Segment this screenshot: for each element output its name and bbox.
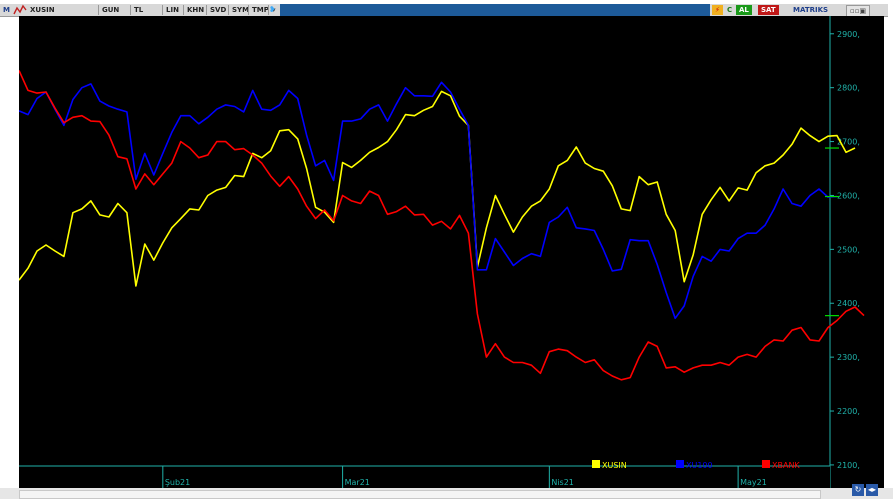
series-line-xu100 <box>19 81 838 320</box>
buy-button[interactable]: AL <box>736 5 752 15</box>
tmp-button[interactable]: TMP <box>248 5 272 15</box>
m-label[interactable]: M <box>3 6 10 14</box>
lin-button[interactable]: LIN <box>162 5 182 15</box>
legend-swatch-xbank <box>762 460 770 468</box>
arrows-icon[interactable]: ◂▸ <box>866 484 878 496</box>
legend-swatch-xu100 <box>676 460 684 468</box>
plot-area <box>19 16 830 488</box>
refresh-icon[interactable]: ↻ <box>852 484 864 496</box>
khn-button[interactable]: KHN <box>183 5 207 15</box>
y-tick-label: 2700, <box>837 138 860 147</box>
period-button[interactable]: GUN <box>98 5 122 15</box>
title-bar <box>280 4 710 16</box>
flash-icon[interactable]: ⚡ <box>712 5 723 15</box>
y-tick-label: 2600, <box>837 191 860 200</box>
x-axis-area <box>19 466 830 488</box>
x-tick-label: May21 <box>740 478 767 487</box>
matriks-label: MATRIKS <box>793 6 829 14</box>
y-tick-label: 2500, <box>837 245 860 254</box>
sym-button[interactable]: SYM <box>228 5 252 15</box>
y-tick-label: 2400, <box>837 299 860 308</box>
currency-button[interactable]: TL <box>130 5 146 15</box>
right-frame <box>884 16 893 488</box>
x-tick-label: Mar21 <box>345 478 370 487</box>
y-tick-label: 2100, <box>837 461 860 470</box>
series-line-xbank <box>19 70 865 381</box>
series-line-xusin <box>19 90 856 287</box>
compare-icon[interactable] <box>13 4 27 16</box>
twitter-icon[interactable]: ❥ <box>269 5 276 14</box>
y-tick-label: 2300, <box>837 353 860 362</box>
y-axis-area <box>830 16 884 488</box>
legend-label-xbank: XBANK <box>772 461 800 470</box>
y-tick-label: 2200, <box>837 407 860 416</box>
x-tick-label: Nis21 <box>551 478 574 487</box>
svd-button[interactable]: SVD <box>206 5 229 15</box>
legend-label-xusin: XUSIN <box>602 461 627 470</box>
c-button[interactable]: C <box>724 5 736 15</box>
y-tick-label: 2900, <box>837 30 860 39</box>
line-chart: 2100, 2200, 2300, 2400, 2500, 2600, 2700, 2800,… <box>19 16 884 488</box>
y-tick-label: 2800, <box>837 84 860 93</box>
sell-button[interactable]: SAT <box>758 5 779 15</box>
horizontal-scrollbar[interactable] <box>19 490 821 499</box>
legend-swatch-xusin <box>592 460 600 468</box>
dropdown-icon[interactable]: ▾ <box>268 5 279 15</box>
left-frame <box>0 16 19 488</box>
legend-label-xu100: XU100 <box>686 461 713 470</box>
symbol-label[interactable]: XUSIN <box>30 6 55 14</box>
x-tick-label: Şub21 <box>165 478 190 487</box>
